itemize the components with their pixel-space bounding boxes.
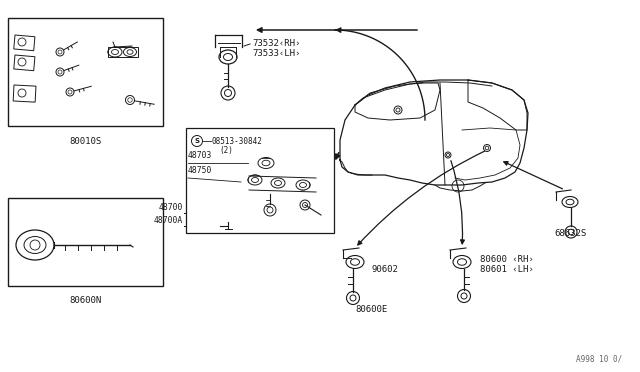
Text: 80010S: 80010S [69,137,102,146]
Text: 48750: 48750 [188,166,212,175]
Text: (2): (2) [219,145,233,154]
Bar [8,198,163,286]
Text: 80600 ‹RH›: 80600 ‹RH› [480,256,534,264]
Bar [108,47,138,57]
Text: 80600N: 80600N [69,296,102,305]
Text: 48703: 48703 [188,151,212,160]
Text: S: S [195,138,200,144]
Bar [249,176,309,190]
Text: 08513-30842: 08513-30842 [212,137,263,145]
Text: 73532‹RH›: 73532‹RH› [252,39,300,48]
Bar [8,18,163,126]
Text: 80600E: 80600E [355,305,387,314]
Bar [14,55,35,71]
Text: 48700A: 48700A [154,216,183,225]
Text: 48700: 48700 [159,203,183,212]
Text: 90602: 90602 [372,266,399,275]
Text: A998 10 0/: A998 10 0/ [576,355,622,364]
Text: 68632S: 68632S [554,230,586,238]
Bar [14,35,35,51]
Bar [186,128,334,233]
Bar [13,85,36,102]
Text: 80601 ‹LH›: 80601 ‹LH› [480,266,534,275]
Text: 73533‹LH›: 73533‹LH› [252,49,300,58]
